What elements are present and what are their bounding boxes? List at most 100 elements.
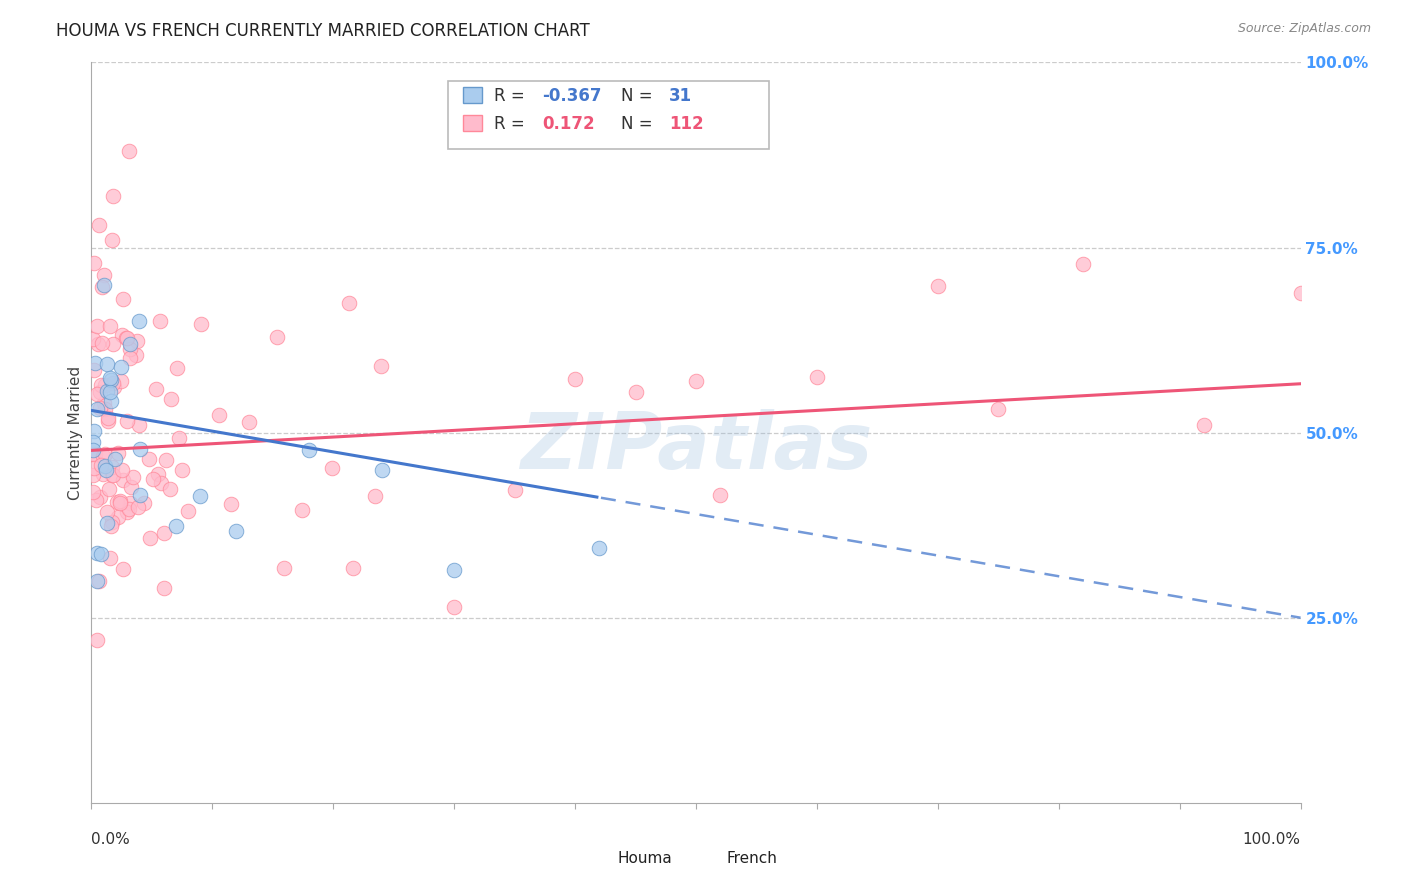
Point bbox=[927, 279, 949, 293]
Point bbox=[91, 280, 114, 294]
Point bbox=[342, 561, 364, 575]
Point bbox=[87, 219, 110, 233]
Point bbox=[159, 392, 181, 406]
Point bbox=[98, 371, 121, 385]
Point bbox=[110, 494, 132, 508]
Point bbox=[112, 292, 135, 306]
Point bbox=[111, 473, 134, 487]
Point bbox=[122, 470, 145, 484]
Point bbox=[105, 495, 128, 509]
Point bbox=[118, 336, 141, 351]
Point bbox=[91, 467, 114, 481]
Point bbox=[370, 359, 392, 373]
Point bbox=[83, 363, 105, 377]
Point bbox=[321, 461, 343, 475]
Point bbox=[82, 434, 104, 449]
Point bbox=[134, 496, 156, 510]
Point bbox=[1192, 418, 1215, 433]
Point bbox=[298, 443, 321, 458]
Text: 112: 112 bbox=[669, 115, 704, 133]
Point bbox=[97, 411, 120, 425]
Point bbox=[166, 361, 188, 376]
Point bbox=[96, 516, 118, 530]
Point bbox=[685, 374, 707, 388]
Bar bbox=[581, 851, 606, 867]
Point bbox=[86, 632, 108, 647]
Text: Houma: Houma bbox=[617, 851, 672, 866]
Point bbox=[89, 490, 111, 504]
Point bbox=[107, 446, 129, 460]
Point bbox=[118, 502, 141, 516]
Point bbox=[86, 546, 108, 560]
Point bbox=[128, 313, 150, 327]
Point bbox=[96, 357, 118, 371]
Point bbox=[190, 317, 212, 331]
Point bbox=[169, 431, 191, 445]
Point bbox=[82, 446, 104, 460]
Point bbox=[101, 337, 124, 351]
Bar bbox=[463, 87, 482, 103]
Point bbox=[108, 496, 131, 510]
Point bbox=[564, 371, 586, 385]
Point bbox=[86, 574, 108, 588]
Point bbox=[97, 414, 120, 428]
Point bbox=[503, 483, 526, 498]
Point bbox=[115, 331, 138, 345]
Point bbox=[103, 467, 125, 482]
Point bbox=[103, 376, 125, 391]
Point bbox=[100, 519, 122, 533]
Point bbox=[145, 382, 167, 396]
Point bbox=[86, 401, 108, 416]
Point bbox=[225, 524, 247, 539]
Point bbox=[82, 484, 104, 499]
Point bbox=[93, 277, 115, 292]
Point bbox=[103, 380, 125, 394]
Point bbox=[100, 515, 122, 529]
Point bbox=[155, 452, 177, 467]
Text: French: French bbox=[725, 851, 778, 866]
Point bbox=[370, 462, 392, 476]
Point bbox=[139, 531, 162, 545]
Point bbox=[96, 463, 118, 477]
Text: -0.367: -0.367 bbox=[543, 87, 602, 104]
Point bbox=[82, 467, 104, 482]
Point bbox=[96, 505, 118, 519]
Point bbox=[98, 385, 121, 400]
Point bbox=[94, 447, 117, 461]
Point bbox=[89, 574, 111, 588]
Point bbox=[118, 342, 141, 356]
Point bbox=[84, 492, 107, 507]
Point bbox=[101, 460, 124, 475]
Point bbox=[150, 476, 173, 491]
Point bbox=[93, 396, 115, 410]
Text: N =: N = bbox=[621, 87, 652, 104]
Point bbox=[87, 337, 110, 351]
Point bbox=[110, 359, 132, 374]
Point bbox=[363, 489, 385, 503]
Point bbox=[98, 482, 121, 496]
Point bbox=[709, 488, 731, 502]
Point bbox=[101, 467, 124, 482]
Point bbox=[1071, 257, 1094, 271]
Point bbox=[337, 295, 360, 310]
Point bbox=[83, 424, 105, 438]
Point bbox=[93, 459, 115, 474]
Point bbox=[100, 374, 122, 388]
Text: Source: ZipAtlas.com: Source: ZipAtlas.com bbox=[1237, 22, 1371, 36]
Point bbox=[115, 414, 138, 428]
Point bbox=[624, 384, 647, 399]
Point bbox=[127, 500, 149, 515]
Text: 100.0%: 100.0% bbox=[1243, 831, 1301, 847]
Point bbox=[115, 505, 138, 519]
Point bbox=[100, 393, 122, 408]
Point bbox=[104, 452, 127, 467]
Point bbox=[98, 551, 121, 566]
Point bbox=[291, 503, 314, 517]
Point bbox=[83, 356, 105, 370]
Point bbox=[128, 417, 150, 432]
Point bbox=[987, 402, 1010, 417]
Point bbox=[110, 463, 132, 477]
Point bbox=[159, 482, 181, 496]
Point bbox=[138, 452, 160, 467]
Point bbox=[443, 599, 465, 614]
